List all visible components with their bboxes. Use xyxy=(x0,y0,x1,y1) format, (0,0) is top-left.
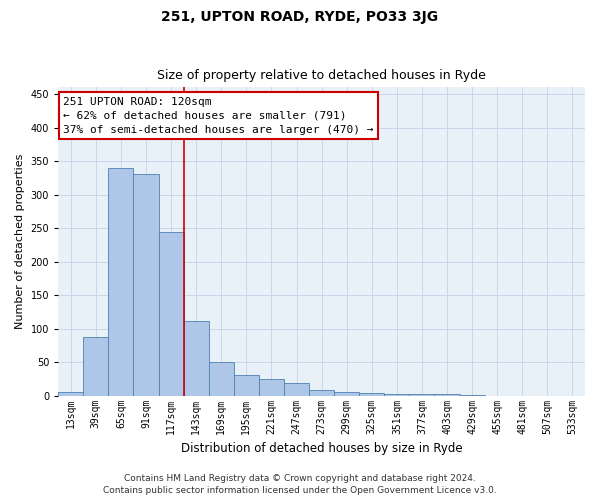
Bar xyxy=(409,394,434,396)
Bar xyxy=(158,232,184,396)
X-axis label: Distribution of detached houses by size in Ryde: Distribution of detached houses by size … xyxy=(181,442,463,455)
Text: 251, UPTON ROAD, RYDE, PO33 3JG: 251, UPTON ROAD, RYDE, PO33 3JG xyxy=(161,10,439,24)
Bar xyxy=(284,383,309,396)
Title: Size of property relative to detached houses in Ryde: Size of property relative to detached ho… xyxy=(157,69,486,82)
Y-axis label: Number of detached properties: Number of detached properties xyxy=(15,154,25,329)
Bar xyxy=(109,168,133,396)
Bar xyxy=(184,321,209,396)
Bar xyxy=(309,390,334,396)
Bar xyxy=(460,395,485,396)
Bar xyxy=(209,362,234,396)
Bar xyxy=(385,394,409,396)
Bar xyxy=(334,392,359,396)
Bar xyxy=(234,375,259,396)
Bar xyxy=(58,392,83,396)
Bar xyxy=(359,393,385,396)
Bar xyxy=(83,336,109,396)
Bar xyxy=(434,394,460,396)
Bar xyxy=(133,174,158,396)
Bar xyxy=(259,379,284,396)
Text: Contains HM Land Registry data © Crown copyright and database right 2024.
Contai: Contains HM Land Registry data © Crown c… xyxy=(103,474,497,495)
Text: 251 UPTON ROAD: 120sqm
← 62% of detached houses are smaller (791)
37% of semi-de: 251 UPTON ROAD: 120sqm ← 62% of detached… xyxy=(64,96,374,134)
